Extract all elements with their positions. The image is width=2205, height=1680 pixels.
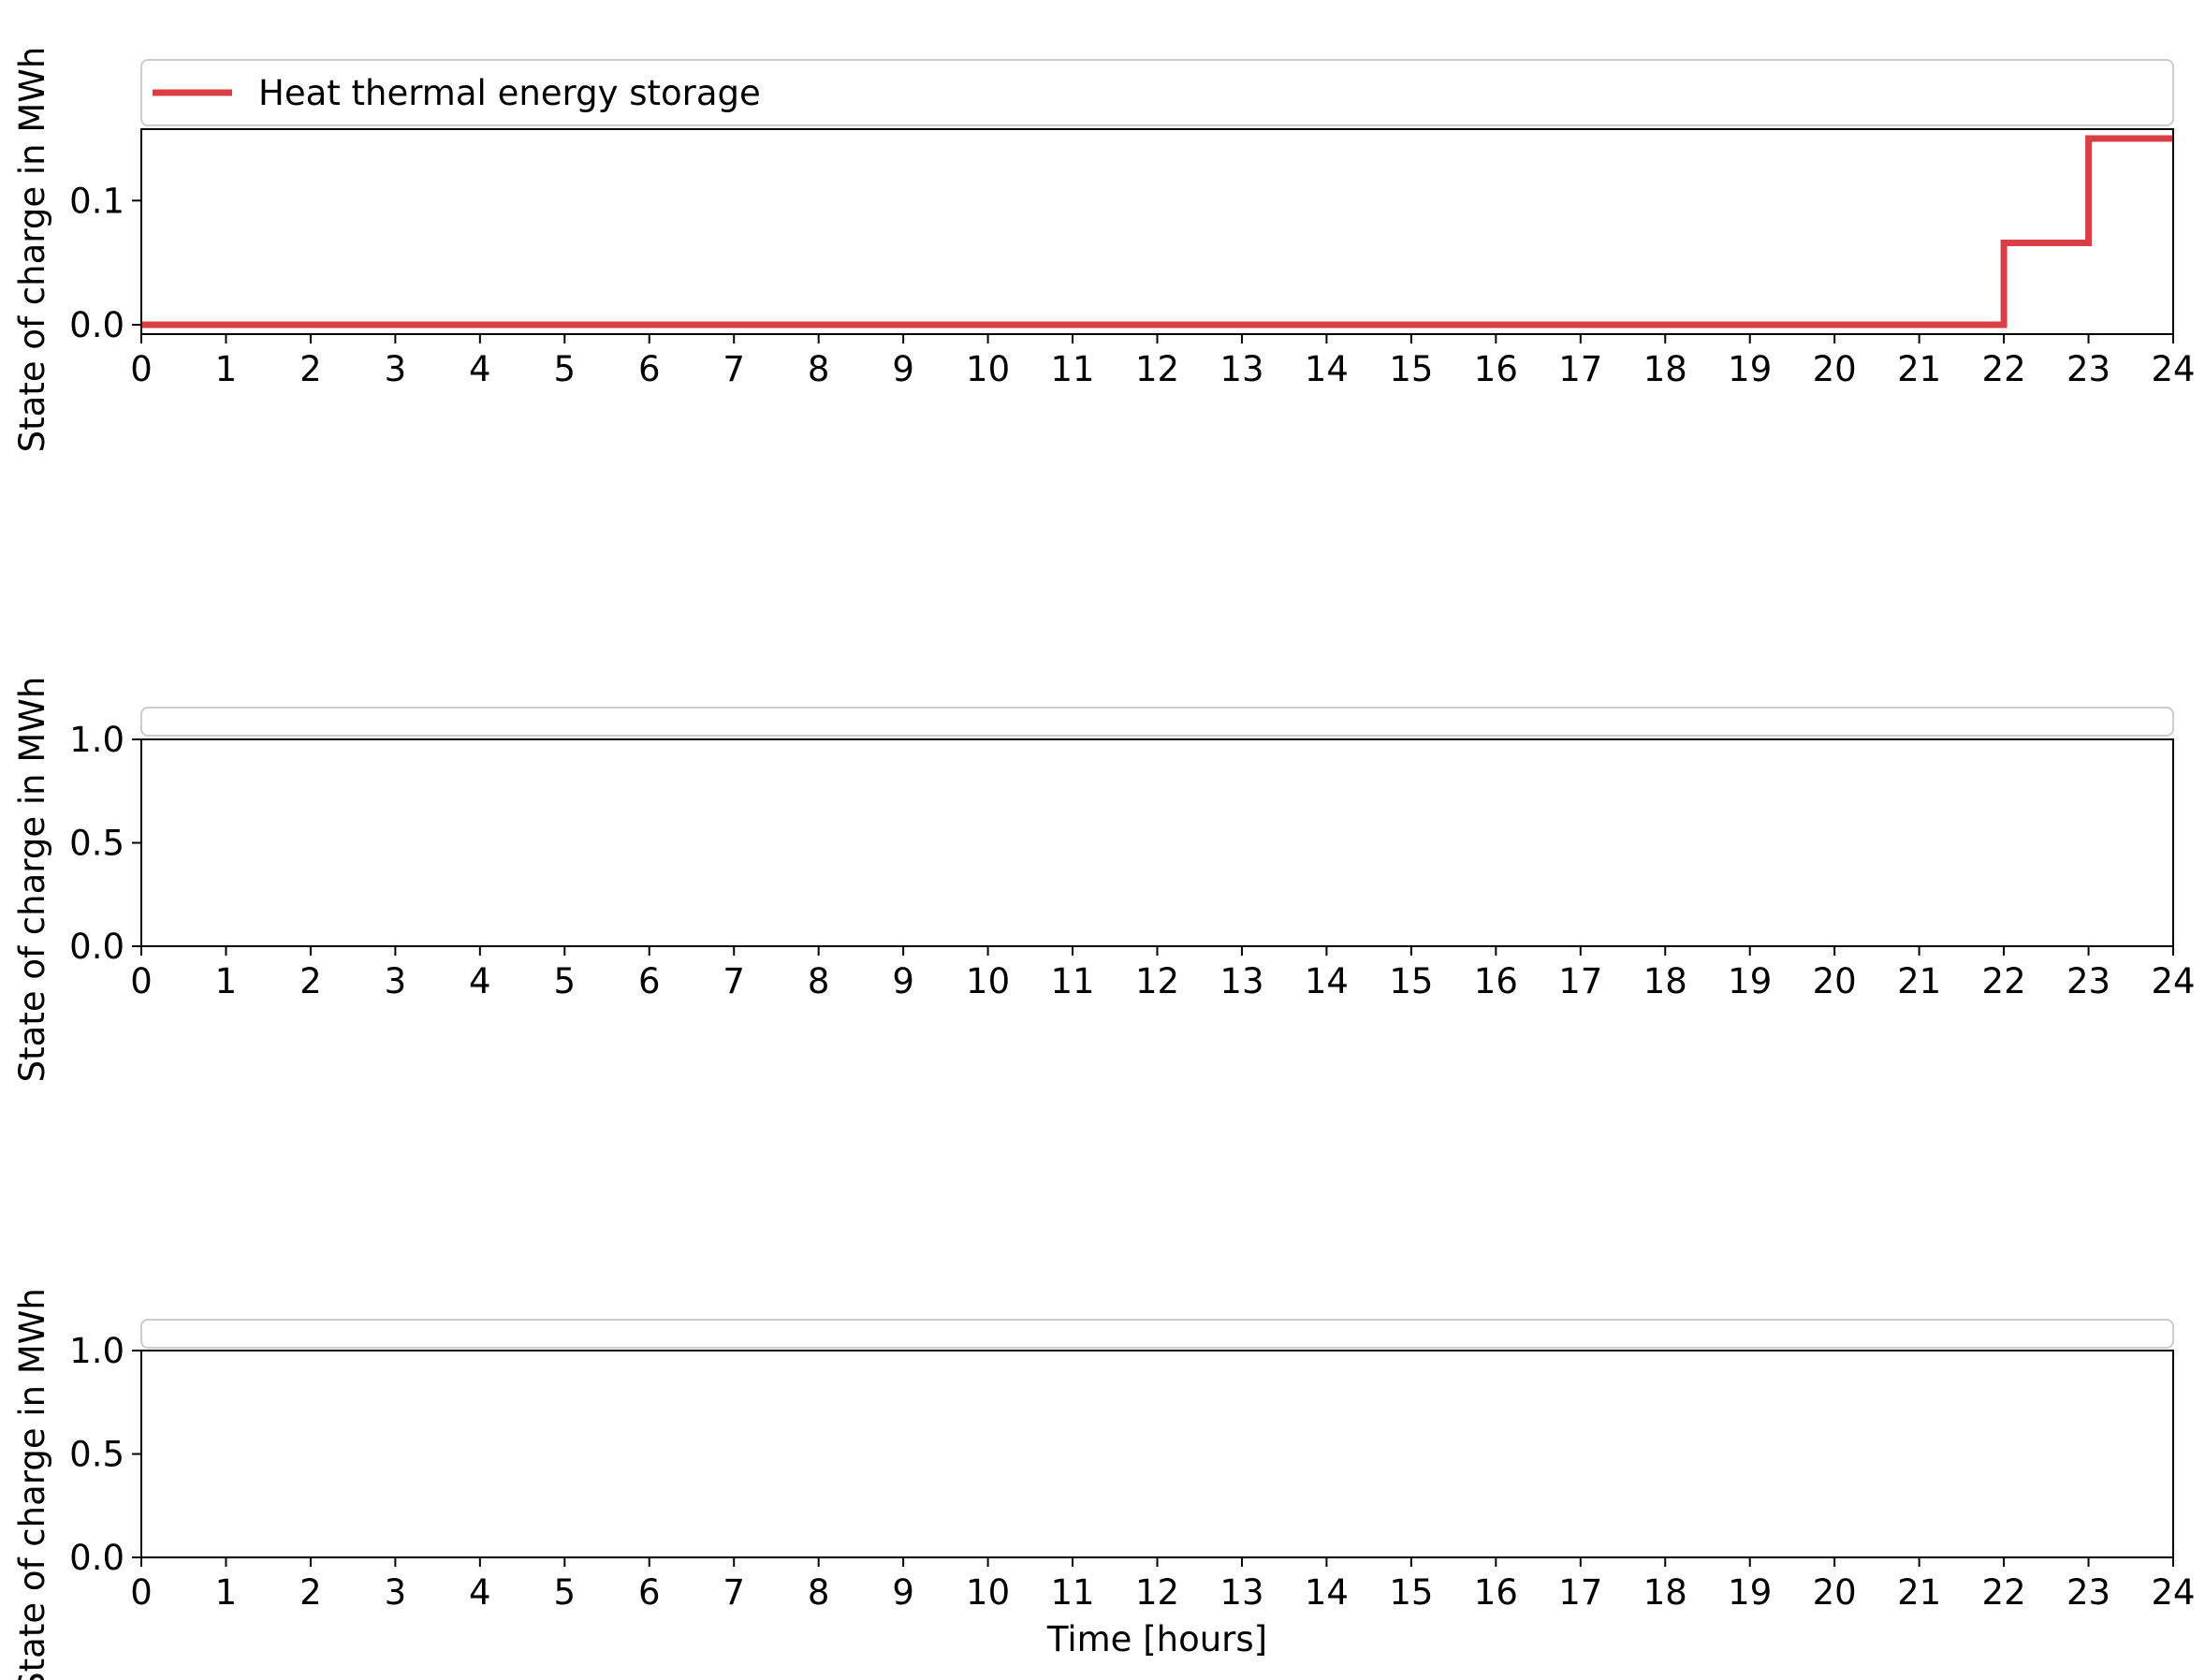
y-tick-label: 0.5: [69, 1435, 124, 1475]
y-axis-label: State of charge in MWh: [12, 1288, 52, 1680]
x-tick-label: 11: [1050, 1572, 1094, 1613]
x-tick-label: 4: [469, 1572, 491, 1613]
x-tick-label: 15: [1389, 349, 1433, 389]
x-tick-label: 21: [1897, 1572, 1941, 1613]
y-tick-label: 0.5: [69, 824, 124, 864]
x-tick-label: 10: [966, 961, 1010, 1001]
x-tick-label: 14: [1305, 961, 1349, 1001]
x-tick-label: 24: [2151, 1572, 2195, 1613]
x-tick-label: 22: [1982, 1572, 2026, 1613]
x-axis-label: Time [hours]: [1046, 1619, 1267, 1659]
x-tick-label: 4: [469, 961, 491, 1001]
x-tick-label: 6: [638, 961, 661, 1001]
x-tick-label: 5: [554, 961, 577, 1001]
x-tick-label: 15: [1389, 961, 1433, 1001]
y-axis-label: State of charge in MWh: [12, 677, 52, 1083]
x-tick-label: 17: [1558, 1572, 1602, 1613]
x-tick-label: 20: [1813, 1572, 1857, 1613]
x-tick-label: 6: [638, 1572, 661, 1613]
legend-box: [140, 707, 2174, 737]
x-tick-label: 14: [1305, 349, 1349, 389]
y-tick-label: 0.0: [69, 305, 124, 345]
x-tick-label: 6: [638, 349, 661, 389]
legend-box: [140, 59, 2174, 126]
x-tick-label: 23: [2066, 961, 2110, 1001]
x-tick-label: 10: [966, 349, 1010, 389]
y-tick-label: 1.0: [69, 1331, 124, 1371]
x-tick-label: 18: [1643, 1572, 1687, 1613]
x-tick-label: 8: [808, 349, 830, 389]
x-tick-label: 9: [892, 961, 914, 1001]
y-tick-label: 0.0: [69, 927, 124, 967]
x-tick-label: 3: [385, 349, 407, 389]
x-tick-label: 2: [299, 349, 322, 389]
x-tick-label: 12: [1135, 961, 1179, 1001]
x-tick-label: 2: [299, 961, 322, 1001]
x-tick-label: 21: [1897, 961, 1941, 1001]
x-tick-label: 19: [1728, 1572, 1772, 1613]
x-tick-label: 14: [1305, 1572, 1349, 1613]
x-tick-label: 3: [385, 961, 407, 1001]
x-tick-label: 16: [1474, 349, 1518, 389]
x-tick-label: 4: [469, 349, 491, 389]
x-tick-label: 20: [1813, 349, 1857, 389]
x-tick-label: 13: [1219, 961, 1263, 1001]
chart-panel-3: 0 1 2 3 4 5 6 7 8 9 10 11 12 13 14 15 16 17 18 19 20 21 22 23 24…: [12, 1288, 2196, 1680]
plot-area: [140, 1350, 2174, 1558]
legend-label: Heat thermal energy storage: [258, 73, 761, 113]
x-tick-label: 5: [554, 349, 577, 389]
x-tick-label: 23: [2066, 349, 2110, 389]
x-tick-label: 19: [1728, 961, 1772, 1001]
y-axis-label: State of charge in MWh: [12, 47, 52, 453]
x-tick-label: 1: [215, 961, 238, 1001]
legend-box: [140, 1319, 2174, 1349]
x-tick-label: 7: [723, 1572, 745, 1613]
x-tick-label: 11: [1050, 349, 1094, 389]
x-tick-label: 12: [1135, 349, 1179, 389]
x-tick-label: 0: [130, 961, 153, 1001]
x-tick-label: 15: [1389, 1572, 1433, 1613]
x-tick-label: 3: [385, 1572, 407, 1613]
x-tick-label: 21: [1897, 349, 1941, 389]
plot-area: [140, 128, 2174, 335]
x-tick-label: 16: [1474, 1572, 1518, 1613]
x-tick-label: 17: [1558, 961, 1602, 1001]
x-tick-label: 24: [2151, 961, 2195, 1001]
x-tick-label: 23: [2066, 1572, 2110, 1613]
x-tick-label: 1: [215, 1572, 238, 1613]
x-tick-label: 13: [1219, 349, 1263, 389]
x-tick-label: 18: [1643, 961, 1687, 1001]
x-tick-label: 7: [723, 349, 745, 389]
x-tick-label: 22: [1982, 349, 2026, 389]
x-tick-label: 8: [808, 961, 830, 1001]
x-tick-label: 9: [892, 1572, 914, 1613]
plot-area: [140, 738, 2174, 947]
chart-panel-2: 0 1 2 3 4 5 6 7 8 9 10 11 12 13 14 15 16 17 18 19 20 21 22 23 24…: [12, 677, 2196, 1083]
x-tick-label: 18: [1643, 349, 1687, 389]
x-tick-label: 16: [1474, 961, 1518, 1001]
x-tick-label: 13: [1219, 1572, 1263, 1613]
x-tick-label: 0: [130, 1572, 153, 1613]
x-tick-label: 5: [554, 1572, 577, 1613]
x-tick-label: 2: [299, 1572, 322, 1613]
x-tick-label: 17: [1558, 349, 1602, 389]
x-tick-label: 12: [1135, 1572, 1179, 1613]
x-tick-label: 20: [1813, 961, 1857, 1001]
y-tick-label: 0.1: [69, 181, 124, 221]
x-tick-label: 0: [130, 349, 153, 389]
x-tick-label: 24: [2151, 349, 2195, 389]
x-tick-label: 19: [1728, 349, 1772, 389]
x-tick-label: 8: [808, 1572, 830, 1613]
series-line: [141, 135, 2173, 329]
x-tick-label: 1: [215, 349, 238, 389]
y-tick-label: 0.0: [69, 1538, 124, 1578]
x-tick-label: 7: [723, 961, 745, 1001]
x-tick-label: 10: [966, 1572, 1010, 1613]
x-tick-label: 22: [1982, 961, 2026, 1001]
x-tick-label: 9: [892, 349, 914, 389]
x-tick-label: 11: [1050, 961, 1094, 1001]
y-tick-label: 1.0: [69, 720, 124, 760]
